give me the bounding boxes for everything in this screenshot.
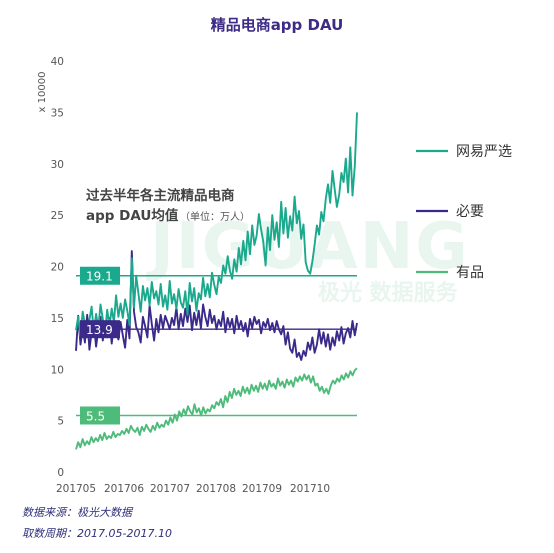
source-line-2: 取数周期：2017.05-2017.10 — [22, 527, 172, 540]
annotation: 过去半年各主流精品电商 app DAU均值 （单位：万人） — [86, 187, 250, 224]
y-tick-label: 10 — [51, 364, 64, 376]
x-tick-label: 201705 — [56, 483, 96, 495]
x-tick-label: 201706 — [104, 483, 144, 495]
y-tick-label: 20 — [51, 262, 64, 274]
y-tick-label: 5 — [57, 416, 64, 428]
chart-title: 精品电商app DAU — [211, 16, 344, 34]
legend-label: 网易严选 — [456, 144, 512, 160]
series-line — [75, 367, 358, 450]
y-tick-label: 15 — [51, 313, 64, 325]
annotation-line-2: app DAU均值 — [86, 207, 179, 224]
y-tick-label: 30 — [51, 159, 64, 171]
average-lines — [76, 275, 357, 417]
x-tick-label: 201708 — [196, 483, 236, 495]
series-lines — [75, 112, 358, 450]
annotation-line-1: 过去半年各主流精品电商 — [86, 187, 235, 204]
x-axis-ticks: 201705 201706 201707 201708 201709 201710 — [56, 483, 330, 495]
average-label: 19.1 — [86, 270, 113, 284]
average-label-box — [80, 406, 120, 425]
y-tick-label: 0 — [57, 467, 64, 479]
series-line — [75, 250, 358, 361]
x-tick-label: 201709 — [242, 483, 282, 495]
x-tick-label: 201707 — [150, 483, 190, 495]
source-line-1: 数据来源：极光大数据 — [22, 506, 134, 519]
legend-label: 有品 — [456, 265, 484, 281]
y-tick-label: 25 — [51, 210, 64, 222]
y-tick-label: 35 — [51, 107, 64, 119]
series-line — [75, 112, 358, 339]
average-label: 5.5 — [86, 409, 105, 423]
watermark-small: 极光 数据服务 — [318, 280, 459, 306]
average-label: 13.9 — [86, 323, 113, 337]
average-label-box — [80, 320, 120, 339]
annotation-unit: （单位：万人） — [180, 210, 250, 223]
y-axis-label: x 10000 — [37, 72, 48, 113]
watermark-large: JIGUANG — [146, 210, 470, 284]
x-tick-label: 201710 — [290, 483, 330, 495]
average-label-box — [80, 266, 120, 285]
watermark: JIGUANG 极光 数据服务 — [146, 210, 470, 306]
y-tick-label: 40 — [51, 56, 64, 68]
legend-label: 必要 — [456, 204, 484, 220]
y-axis-ticks: 0 5 10 15 20 25 30 35 40 — [51, 56, 64, 479]
average-labels: 19.1 13.9 5.5 — [80, 266, 120, 425]
